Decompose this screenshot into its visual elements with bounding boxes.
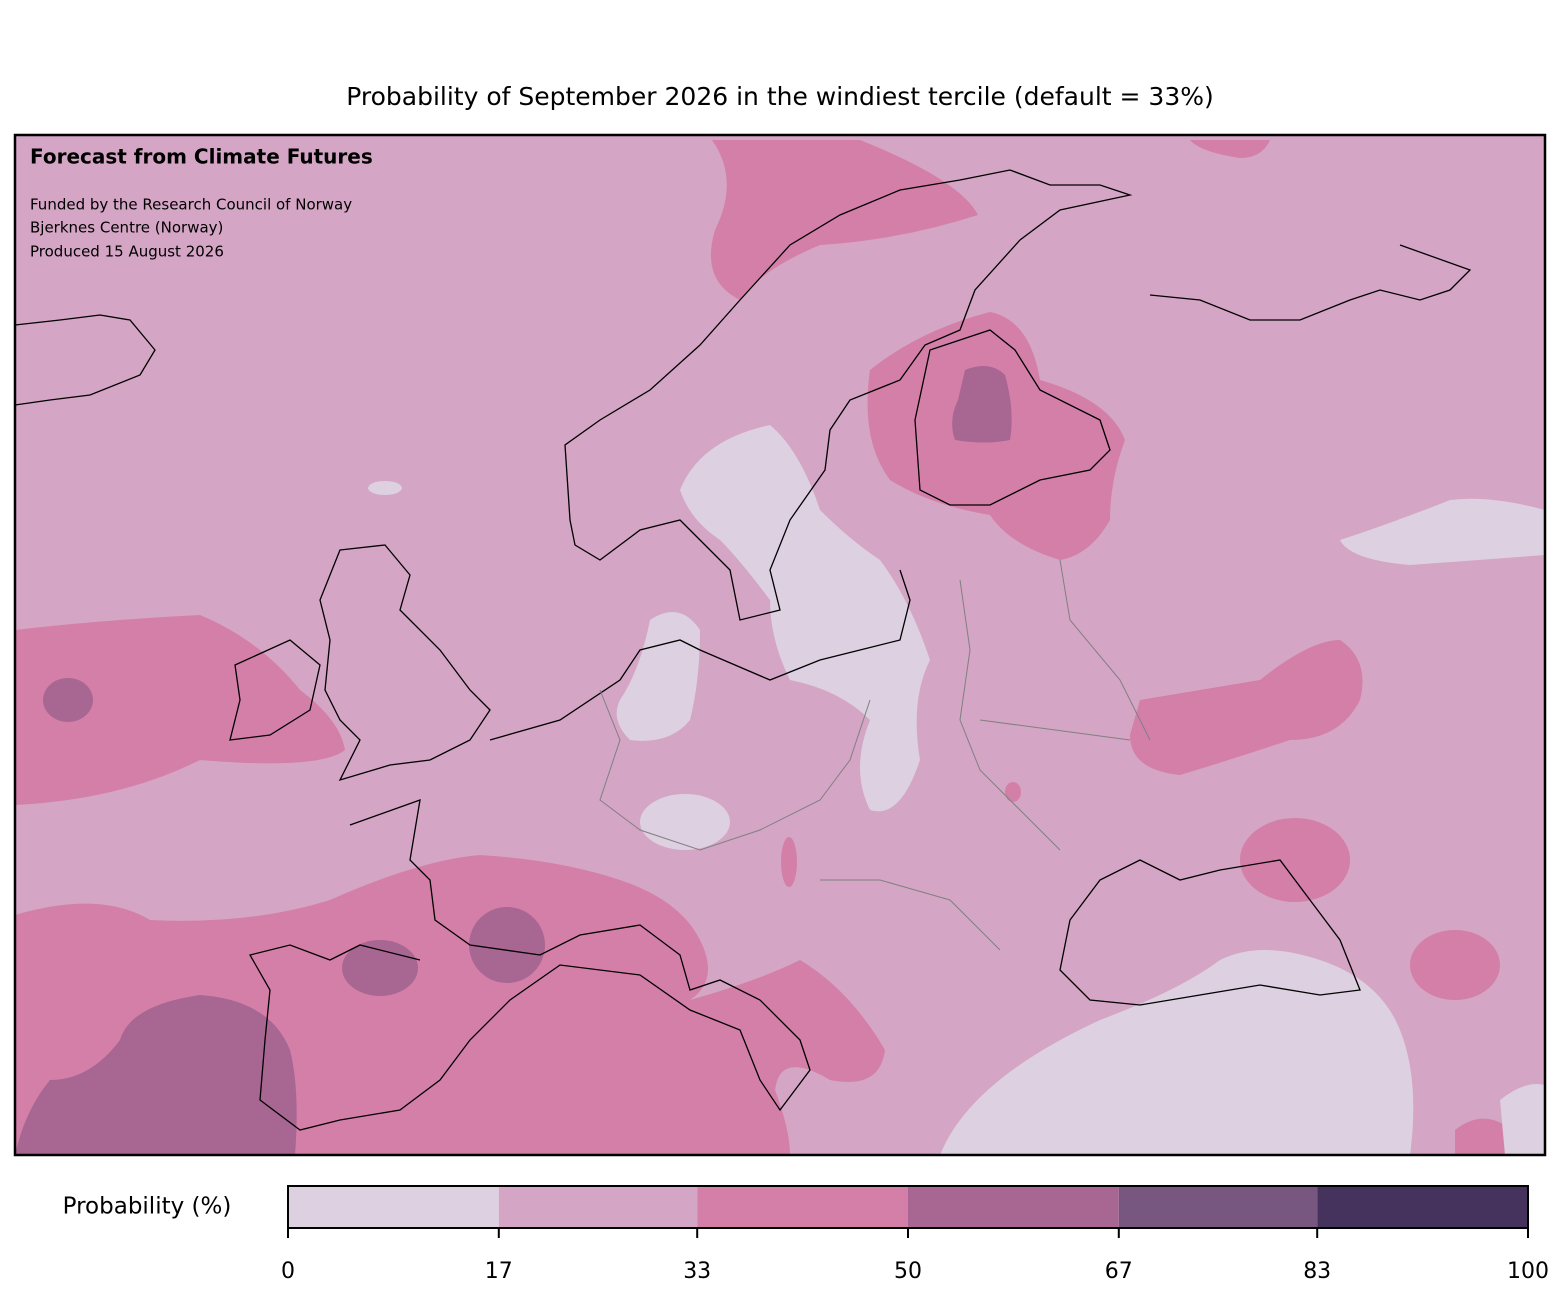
region xyxy=(940,950,1414,1155)
coastline xyxy=(914,329,1111,506)
region xyxy=(15,995,297,1155)
colorbar-tick-label: 50 xyxy=(894,1259,922,1284)
colorbar-tick-label: 100 xyxy=(1507,1259,1549,1284)
region xyxy=(781,837,797,887)
region xyxy=(1130,640,1363,775)
coastline xyxy=(319,544,491,782)
colorbar-tick-label: 67 xyxy=(1105,1259,1133,1284)
region xyxy=(680,425,930,812)
coastline xyxy=(1059,859,1361,1006)
region xyxy=(469,907,545,983)
credit: Bjerknes Centre (Norway) xyxy=(30,219,223,237)
border xyxy=(599,559,1151,951)
coastline xyxy=(489,569,911,741)
colorbar-tick-label: 17 xyxy=(485,1259,513,1284)
region xyxy=(640,794,730,850)
credit: Produced 15 August 2026 xyxy=(30,243,224,261)
coastline xyxy=(15,314,156,406)
region xyxy=(342,940,418,996)
colorbar-segment xyxy=(697,1186,908,1228)
region xyxy=(1240,818,1350,902)
region xyxy=(952,366,1012,443)
region xyxy=(616,612,700,741)
region xyxy=(710,140,978,300)
region xyxy=(43,678,93,722)
map xyxy=(15,135,1545,1155)
coastline xyxy=(564,169,1133,621)
region xyxy=(15,615,345,805)
colorbar-segment xyxy=(288,1186,499,1228)
credit: Funded by the Research Council of Norway xyxy=(30,196,352,214)
coastline xyxy=(1149,244,1472,321)
colorbar-label: Probability (%) xyxy=(63,1194,232,1220)
colorbar-segment xyxy=(498,1186,698,1228)
coastline xyxy=(229,639,321,741)
region xyxy=(1500,1084,1545,1155)
colorbar-segment xyxy=(1118,1186,1318,1228)
heading: Forecast from Climate Futures xyxy=(30,145,373,169)
map-frame xyxy=(13,133,1547,1157)
region xyxy=(368,481,402,495)
region xyxy=(1190,140,1270,158)
title: Probability of September 2026 in the win… xyxy=(346,82,1214,111)
colorbar-tick-label: 0 xyxy=(281,1259,295,1284)
region xyxy=(1340,498,1545,565)
colorbar-tick-label: 33 xyxy=(683,1259,711,1284)
region xyxy=(1455,1118,1505,1155)
coastline xyxy=(249,799,811,1131)
region xyxy=(1005,782,1021,802)
colorbar-tick-label: 83 xyxy=(1303,1259,1331,1284)
region xyxy=(1410,930,1500,1000)
colorbar-segment xyxy=(1317,1186,1528,1228)
colorbar-segment xyxy=(908,1186,1119,1228)
